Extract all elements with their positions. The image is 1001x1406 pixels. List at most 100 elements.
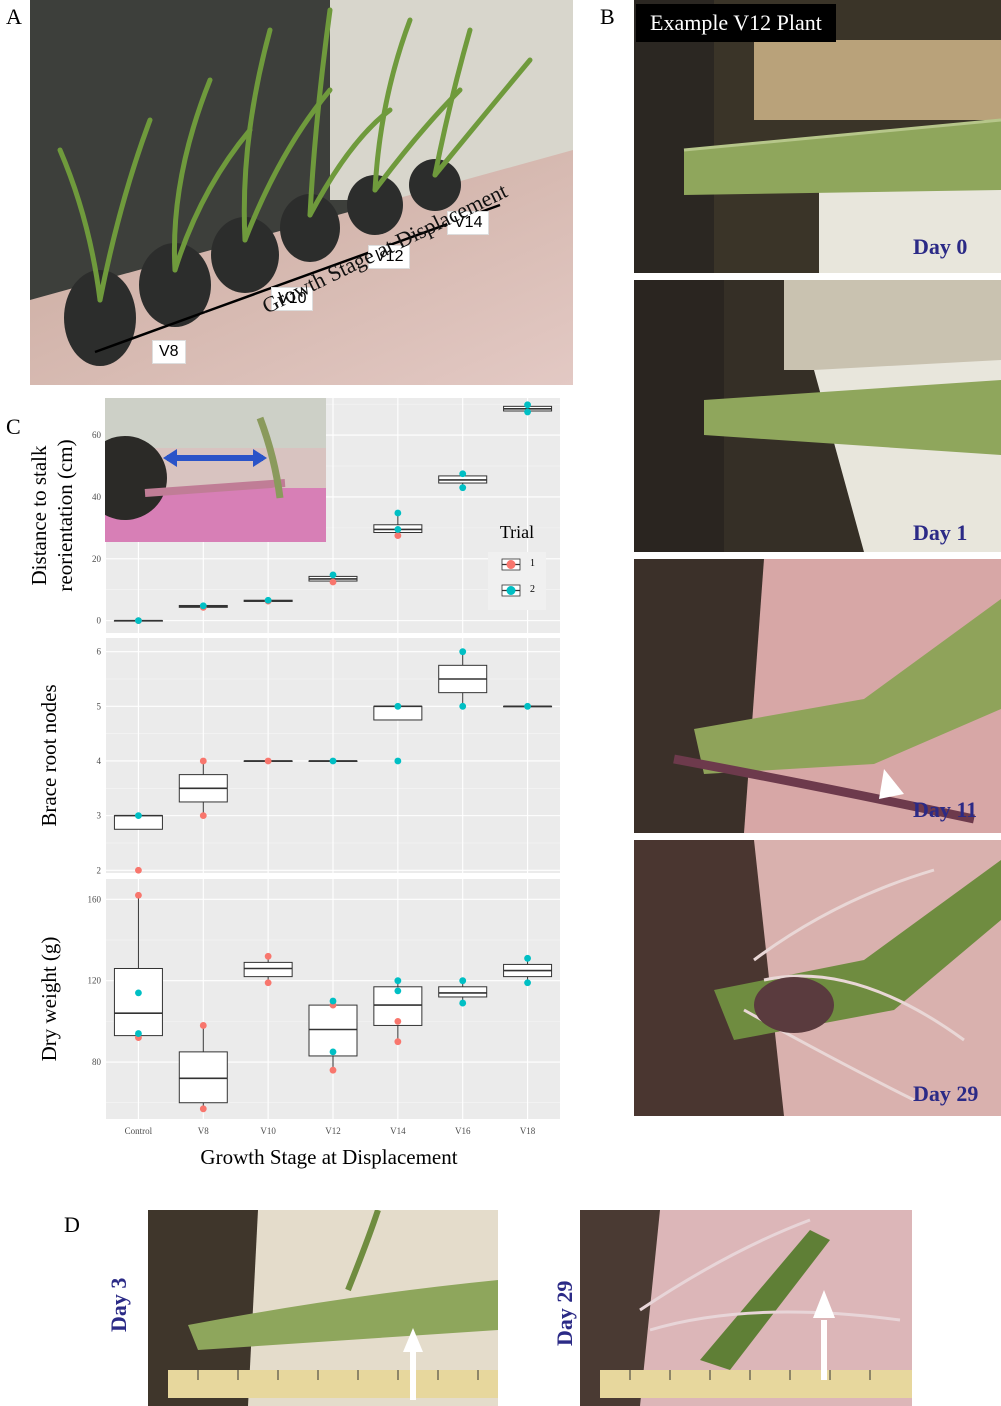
xtick-label-v10: V10 <box>260 1126 276 1136</box>
panel-b-day1-label: Day 1 <box>913 520 968 545</box>
ylabel-line-1: Distance to stalk <box>27 445 51 585</box>
xtick-label-v8: V8 <box>198 1126 209 1136</box>
box-control <box>113 967 163 1037</box>
data-point-trial-1 <box>199 812 207 820</box>
data-point-trial-2 <box>135 989 142 997</box>
stage-label-v12: V12 <box>368 245 411 269</box>
panel-b-day11-label: Day 11 <box>913 797 978 822</box>
chart-xlabel: Growth Stage at Displacement <box>200 1145 457 1169</box>
data-point-trial-2 <box>135 1030 142 1037</box>
panel-b-day29-label: Day 29 <box>913 1081 979 1106</box>
data-point-trial-2 <box>524 702 531 710</box>
xtick-label-v16: V16 <box>455 1126 471 1136</box>
chart-2-ytick-label: 120 <box>88 976 102 986</box>
chart-2: 80 120 160 Dry weight (g) Control V8 V10 V12 V14… <box>37 879 560 1169</box>
panel-a-photo <box>30 0 573 385</box>
chart-1-ytick-label: 6 <box>97 647 102 657</box>
data-point-trial-2 <box>394 702 402 710</box>
data-point-trial-1 <box>264 757 272 765</box>
trial-legend-keys <box>501 558 521 597</box>
chart-0-ytick-label: 20 <box>92 554 102 564</box>
panel-b-photo-day1 <box>634 280 1001 552</box>
box-v10 <box>243 961 293 978</box>
data-point-trial-2 <box>135 812 142 820</box>
data-point-trial-1 <box>329 578 337 586</box>
panel-d-day29-label: Day 29 <box>552 1280 577 1346</box>
panel-a-letter: A <box>6 4 22 29</box>
data-point-trial-1 <box>394 1038 402 1046</box>
panel-b-photo-day29 <box>634 840 1001 1116</box>
data-point-trial-1 <box>394 532 402 539</box>
data-point-trial-2 <box>459 999 467 1007</box>
data-point-trial-2 <box>524 954 531 962</box>
xtick-label-v14: V14 <box>390 1126 406 1136</box>
stage-label-v10: V10 <box>271 287 314 311</box>
data-point-trial-2 <box>264 596 272 604</box>
data-point-trial-2 <box>394 757 402 765</box>
panel-b-day0-label: Day 0 <box>913 234 968 259</box>
panel-d-day3-label: Day 3 <box>106 1277 131 1332</box>
trial-legend-label-1: 1 <box>530 558 535 569</box>
trial-legend-title: Trial <box>499 522 535 542</box>
chart-0-ytick-label: 60 <box>92 430 102 440</box>
chart-0-ylabel: Distance to stalkreorientation (cm) <box>27 439 77 591</box>
data-point-trial-2 <box>524 979 531 987</box>
panel-b-photo-day11 <box>634 559 1001 833</box>
panel-c-inset-photo <box>105 398 326 542</box>
data-point-trial-1 <box>135 891 142 899</box>
data-point-trial-2 <box>459 702 467 710</box>
box-v16 <box>438 986 488 998</box>
ylabel-line-2: reorientation (cm) <box>53 439 77 591</box>
trial-legend-label-2: 2 <box>530 584 535 595</box>
chart-1-ytick-label: 2 <box>97 865 102 875</box>
data-point-trial-2 <box>459 977 467 985</box>
chart-1-ytick-label: 5 <box>97 701 102 711</box>
trial-legend: Trial 1 2 <box>486 522 548 614</box>
chart-0-ytick-label: 40 <box>92 492 102 502</box>
panel-b-title: Example V12 Plant <box>636 4 836 42</box>
data-point-trial-2 <box>329 757 337 765</box>
data-point-trial-2 <box>329 997 337 1005</box>
data-point-trial-2 <box>329 571 337 579</box>
chart-2-ylabel: Dry weight (g) <box>37 937 61 1062</box>
chart-1-ylabel: Brace root nodes <box>37 684 61 826</box>
data-point-trial-2 <box>135 617 142 625</box>
xtick-label-v12: V12 <box>325 1126 341 1136</box>
xtick-label-control: Control <box>125 1126 153 1136</box>
box-v12 <box>308 1004 358 1057</box>
data-point-trial-1 <box>135 866 142 874</box>
box-v8 <box>178 1051 228 1104</box>
data-point-trial-2 <box>394 987 402 995</box>
data-point-trial-2 <box>459 484 467 492</box>
chart-0-ytick-label: 0 <box>97 616 102 626</box>
panel-b-photo-day0 <box>634 0 1001 273</box>
panel-d-letter: D <box>64 1212 80 1237</box>
data-point-trial-2 <box>394 977 402 985</box>
panel-c-letter: C <box>6 414 21 439</box>
panel-d-photo-day29 <box>580 1210 912 1406</box>
chart-2-ytick-label: 160 <box>88 894 102 904</box>
data-point-trial-1 <box>199 1105 207 1113</box>
stage-label-v8: V8 <box>152 340 186 364</box>
data-point-trial-2 <box>199 602 207 610</box>
data-point-trial-1 <box>199 757 207 765</box>
chart-1-ytick-label: 3 <box>97 811 102 821</box>
data-point-trial-1 <box>264 979 272 987</box>
data-point-trial-1 <box>199 1022 207 1029</box>
data-point-trial-2 <box>329 1048 337 1056</box>
data-point-trial-1 <box>264 952 272 960</box>
xtick-label-v18: V18 <box>520 1126 536 1136</box>
data-point-trial-1 <box>329 1066 337 1074</box>
data-point-trial-2 <box>394 509 402 517</box>
data-point-trial-2 <box>524 401 531 409</box>
data-point-trial-2 <box>459 648 467 656</box>
stage-label-v14: V14 <box>447 211 490 235</box>
data-point-trial-1 <box>394 1017 402 1025</box>
data-point-trial-2 <box>524 408 531 416</box>
chart-1-ytick-label: 4 <box>97 756 102 766</box>
data-point-trial-2 <box>459 470 467 478</box>
chart-2-ytick-label: 80 <box>92 1057 102 1067</box>
panel-b-letter: B <box>600 4 615 29</box>
data-point-trial-2 <box>394 526 402 533</box>
panel-d-photo-day3 <box>148 1210 498 1406</box>
